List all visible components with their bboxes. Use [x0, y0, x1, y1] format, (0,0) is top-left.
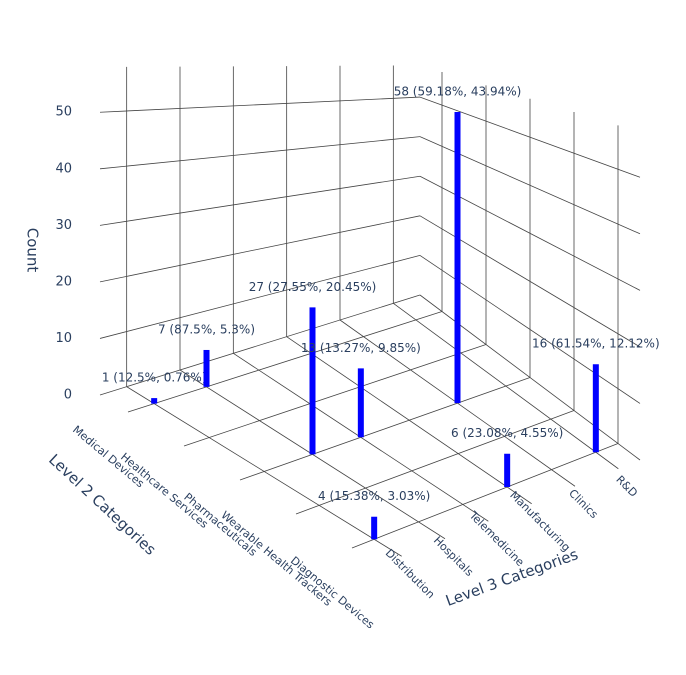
x-tick-label: Diagnostic Devices [288, 554, 377, 632]
floor-grid-line [393, 303, 619, 470]
floor-grid-line [286, 336, 532, 505]
x-tick-label: Wearable Health Trackers [218, 509, 334, 609]
z-tick-label: 50 [55, 105, 72, 120]
value-label: 27 (27.55%, 20.45%) [249, 280, 377, 294]
z-grid-line [99, 136, 421, 170]
value-label: 4 (15.38%, 3.03%) [318, 489, 430, 503]
value-label: 13 (13.27%, 9.85%) [301, 341, 421, 355]
z-grid-line [419, 96, 641, 178]
floor-grid-line [183, 344, 487, 447]
z-tick-label: 40 [55, 161, 72, 176]
floor-grid-line [126, 386, 402, 557]
floor-grid-line [127, 311, 443, 413]
z-tick-label: 0 [64, 388, 72, 403]
z-grid-line [99, 215, 421, 283]
floor-grid-line [239, 377, 531, 481]
y-tick-label: Distribution [383, 547, 438, 602]
z-axis-title: Count [24, 228, 42, 273]
value-label: 1 (12.5%, 0.76%) [102, 371, 207, 385]
z-grid-line [99, 175, 421, 226]
z-tick-label: 10 [55, 331, 72, 346]
floor-grid-line [233, 352, 489, 522]
z-grid-line [99, 96, 421, 113]
y-tick-label: Hospitals [431, 534, 476, 579]
floor-grid-line [351, 443, 619, 549]
z-tick-label: 30 [55, 218, 72, 233]
value-label: 6 (23.08%, 4.55%) [451, 426, 563, 440]
z-tick-label: 20 [55, 274, 72, 289]
value-label: 7 (87.5%, 5.3%) [158, 322, 255, 336]
y-tick-label: Clinics [566, 487, 601, 522]
y-tick-label: Manufacturing [507, 489, 573, 555]
value-label: 58 (59.18%, 43.94%) [394, 85, 522, 99]
y-tick-label: R&D [613, 473, 640, 500]
y-tick-label: Telemedicine [466, 508, 527, 569]
z-grid-line [99, 255, 421, 339]
z-grid-line [99, 294, 421, 396]
x-tick-label: Pharmaceuticals [181, 490, 259, 559]
value-label: 16 (61.54%, 12.12%) [532, 337, 660, 351]
floor-grid-line [295, 410, 575, 515]
